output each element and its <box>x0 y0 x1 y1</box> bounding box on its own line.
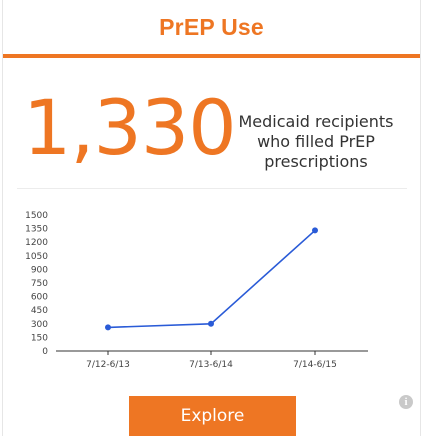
stat-description: Medicaid recipients who filled PrEP pres… <box>238 112 394 171</box>
data-point <box>312 227 318 234</box>
y-tick-label: 150 <box>31 333 48 343</box>
data-point <box>105 324 111 331</box>
info-icon[interactable]: i <box>399 395 413 409</box>
explore-button[interactable]: Explore <box>129 396 296 436</box>
card-header: PrEP Use <box>3 0 420 58</box>
y-tick-label: 1350 <box>25 225 48 235</box>
x-tick-label: 7/14-6/15 <box>293 360 337 370</box>
line-chart: 0 150 300 450 600 750 900 1050 1200 1350 1500 7/12-… <box>25 211 368 370</box>
x-tick-label: 7/13-6/14 <box>189 360 233 370</box>
stat-value: 1,330 <box>23 83 237 172</box>
y-tick-label: 450 <box>31 306 48 316</box>
y-tick-label: 900 <box>31 265 48 275</box>
x-tick-label: 7/12-6/13 <box>86 360 130 370</box>
series-line <box>107 229 316 329</box>
data-point <box>208 320 214 327</box>
y-tick-label: 1200 <box>25 238 48 248</box>
y-tick-label: 300 <box>31 320 48 330</box>
y-tick-label: 600 <box>31 293 48 303</box>
card-title: PrEP Use <box>159 13 264 40</box>
y-tick-label: 750 <box>31 279 48 289</box>
y-tick-label: 1050 <box>25 252 48 262</box>
y-tick-label: 1500 <box>25 211 48 221</box>
y-tick-label: 0 <box>42 347 48 357</box>
divider <box>17 188 407 189</box>
